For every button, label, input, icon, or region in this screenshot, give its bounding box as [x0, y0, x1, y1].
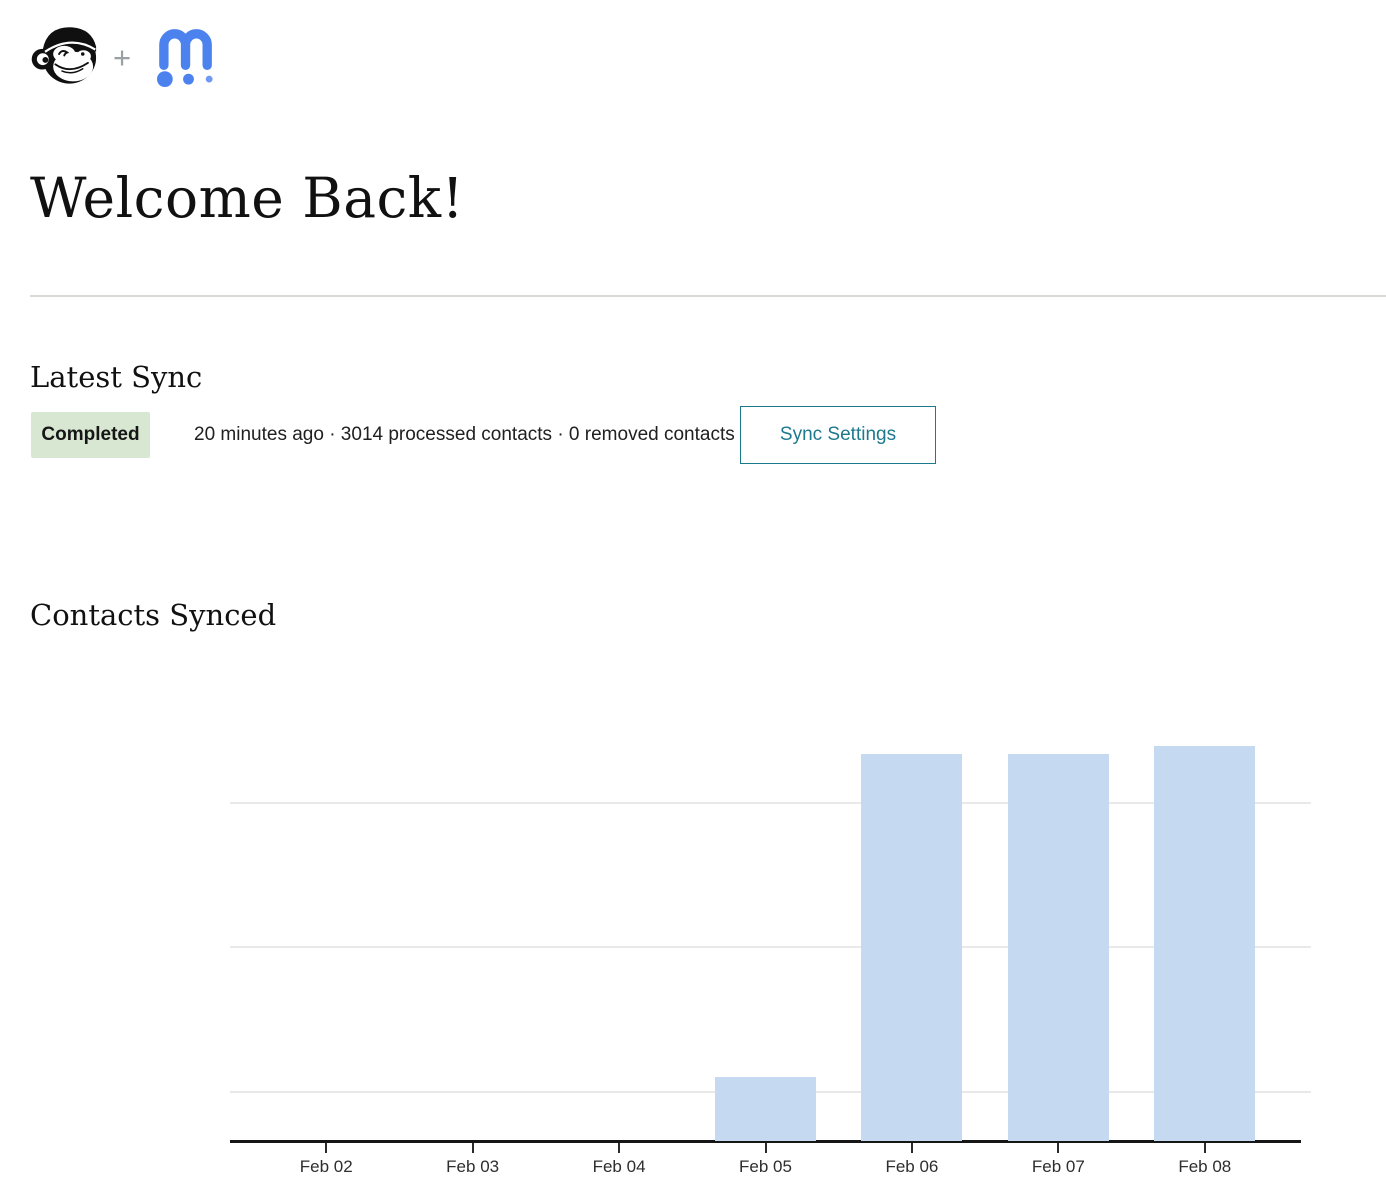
- bar-feb-06: [861, 754, 963, 1141]
- section-divider: [30, 295, 1386, 297]
- sync-summary-text: 20 minutes ago · 3014 processed contacts…: [194, 424, 735, 445]
- gridline: [230, 801, 1311, 804]
- x-axis-label: Feb 07: [1031, 1157, 1085, 1176]
- plus-separator: +: [113, 40, 132, 75]
- x-axis-tick: [1203, 1143, 1206, 1153]
- bar-feb-05: [715, 1076, 816, 1141]
- m-app-logo-icon: [156, 29, 213, 87]
- sync-settings-button[interactable]: Sync Settings: [740, 406, 936, 464]
- mailchimp-freddie-logo-icon: [31, 27, 97, 84]
- x-axis-tick: [618, 1143, 621, 1153]
- x-axis-label: Feb 06: [885, 1157, 939, 1176]
- x-axis-label: Feb 02: [299, 1157, 353, 1176]
- x-axis-label: Feb 05: [739, 1157, 792, 1176]
- x-axis-tick: [910, 1143, 913, 1153]
- gridline: [230, 946, 1311, 949]
- x-axis-tick: [471, 1143, 474, 1153]
- x-axis-line: [230, 1140, 1301, 1143]
- x-axis-label: Feb 03: [446, 1157, 500, 1176]
- x-axis-label: Feb 04: [592, 1157, 646, 1176]
- x-axis-label: Feb 08: [1178, 1157, 1232, 1176]
- page-title: Welcome Back!: [30, 166, 465, 230]
- sync-status-badge: Completed: [31, 412, 150, 458]
- x-axis-tick: [325, 1143, 328, 1153]
- contacts-synced-chart: Feb 02 Feb 03 Feb 04 Feb 05 Feb 06 Feb 07 Feb …: [230, 655, 1311, 1186]
- bar-feb-07: [1007, 754, 1109, 1141]
- bar-feb-08: [1154, 745, 1256, 1141]
- latest-sync-heading: Latest Sync: [30, 360, 203, 394]
- contacts-synced-heading: Contacts Synced: [30, 598, 277, 632]
- x-axis-tick: [1057, 1143, 1060, 1153]
- x-axis-tick: [764, 1143, 767, 1153]
